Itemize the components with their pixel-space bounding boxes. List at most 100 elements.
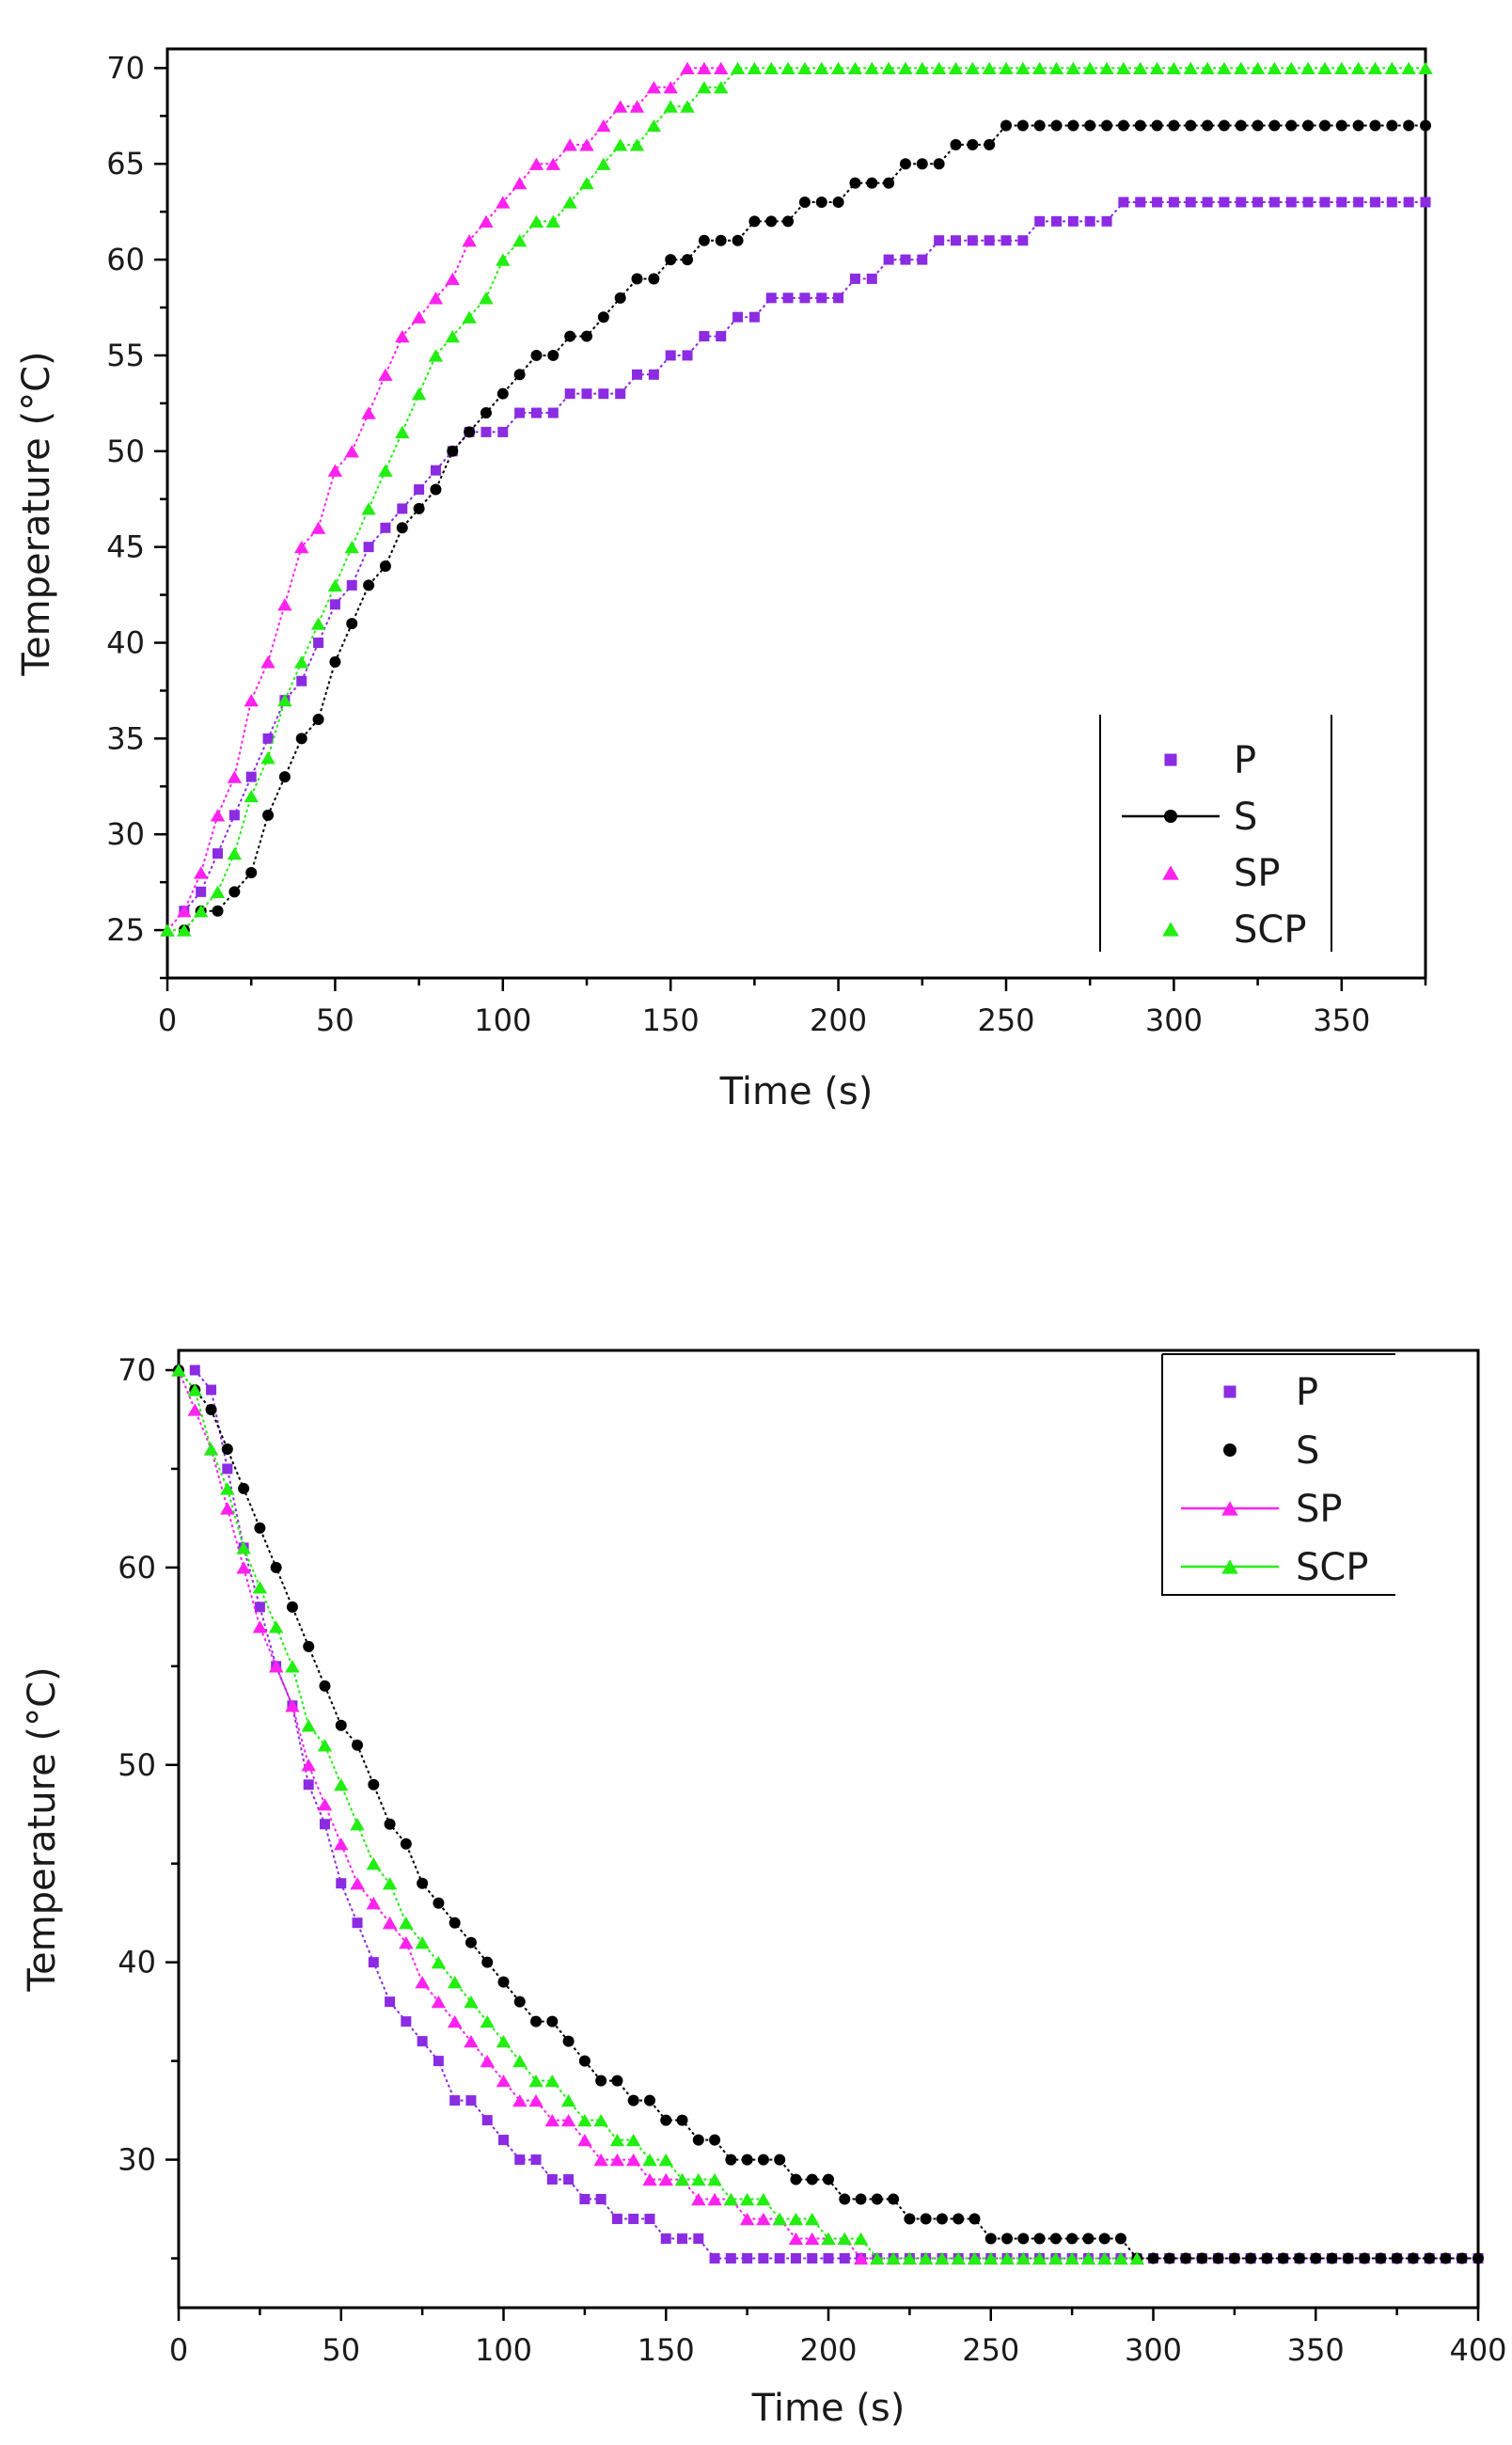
data-point-s <box>757 2153 769 2166</box>
data-point-s <box>984 2232 997 2245</box>
data-point-p <box>352 1917 363 1929</box>
data-point-scp <box>1217 61 1232 75</box>
data-point-sp <box>562 138 577 151</box>
x-tick-label: 350 <box>1287 2332 1345 2368</box>
series-line-scp <box>167 67 1425 932</box>
data-point-p <box>514 2154 526 2166</box>
data-point-scp <box>982 61 997 75</box>
data-point-p <box>417 2036 428 2047</box>
legend-marker-sp <box>1162 865 1179 880</box>
data-point-scp <box>1064 2251 1079 2265</box>
data-point-s <box>1268 119 1281 132</box>
data-point-p <box>296 675 307 686</box>
data-point-s <box>1375 2252 1387 2264</box>
data-point-sp <box>544 2113 560 2127</box>
data-point-p <box>790 2253 801 2264</box>
data-point-p <box>380 522 391 533</box>
data-point-s <box>1228 2252 1240 2264</box>
data-point-p <box>823 2253 834 2264</box>
data-point-sp <box>236 1561 251 1574</box>
y-tick-label: 40 <box>118 1945 156 1980</box>
data-point-scp <box>317 1739 333 1752</box>
data-point-sp <box>431 1995 447 2009</box>
data-point-s <box>597 311 609 323</box>
data-point-p <box>934 235 945 246</box>
data-point-s <box>866 177 878 189</box>
data-point-s <box>433 1897 445 1909</box>
data-point-p <box>581 388 592 400</box>
data-point-s <box>1235 119 1247 132</box>
data-point-scp <box>918 2251 934 2265</box>
data-point-scp <box>1401 61 1416 75</box>
data-point-p <box>530 2154 542 2166</box>
data-point-s <box>692 2134 704 2146</box>
data-point-p <box>368 1957 379 1968</box>
data-point-s <box>221 1443 233 1455</box>
data-point-scp <box>1016 61 1031 75</box>
data-point-scp <box>596 157 611 170</box>
data-point-s <box>732 234 744 246</box>
data-point-p <box>1319 197 1331 208</box>
data-point-s <box>1114 2232 1126 2245</box>
data-point-s <box>1017 2232 1030 2245</box>
data-point-s <box>1391 2252 1403 2264</box>
data-point-s <box>1403 119 1415 132</box>
data-point-scp <box>915 61 930 75</box>
data-point-p <box>595 2194 606 2205</box>
data-point-scp <box>723 2192 739 2206</box>
data-point-scp <box>1129 2251 1144 2265</box>
y-tick-label: 55 <box>106 338 145 373</box>
y-tick-label: 50 <box>106 434 145 469</box>
data-point-p <box>546 2174 558 2185</box>
data-point-p <box>1219 197 1230 208</box>
data-point-scp <box>378 464 393 477</box>
y-axis-label: Temperature (°C) <box>15 351 58 676</box>
data-point-p <box>725 2253 736 2264</box>
data-point-scp <box>579 176 594 190</box>
data-point-scp <box>1048 2251 1063 2265</box>
data-point-sp <box>187 1403 202 1416</box>
legend-label-p: P <box>1296 1371 1318 1414</box>
data-point-s <box>614 292 626 304</box>
data-point-sp <box>626 2153 641 2167</box>
data-point-s <box>904 2213 916 2225</box>
data-point-s <box>1212 2252 1224 2264</box>
data-point-scp <box>658 2153 673 2167</box>
data-point-s <box>936 2213 948 2225</box>
data-point-scp <box>821 2232 836 2246</box>
series-scp <box>160 61 1433 937</box>
data-point-s <box>547 349 559 361</box>
data-point-scp <box>1166 61 1182 75</box>
data-point-scp <box>1082 61 1097 75</box>
y-tick-label: 65 <box>106 146 145 181</box>
data-point-sp <box>464 2034 479 2048</box>
data-point-s <box>465 1936 477 1948</box>
data-point-p <box>1101 215 1112 227</box>
data-point-p <box>433 2056 444 2067</box>
data-point-scp <box>236 1541 251 1554</box>
data-point-sp <box>691 2192 706 2206</box>
data-point-p <box>189 1364 200 1376</box>
data-point-p <box>849 273 860 284</box>
data-point-sp <box>528 2093 543 2107</box>
data-point-p <box>648 369 659 380</box>
data-point-sp <box>512 2093 528 2107</box>
data-point-s <box>1016 119 1029 132</box>
data-point-s <box>581 330 592 342</box>
data-point-s <box>916 158 928 170</box>
data-point-s <box>823 2173 834 2185</box>
data-point-s <box>888 2193 900 2205</box>
data-point-scp <box>830 61 846 75</box>
data-point-scp <box>244 789 259 803</box>
data-point-scp <box>642 2153 657 2167</box>
data-point-scp <box>496 2034 512 2048</box>
data-point-p <box>579 2194 591 2205</box>
data-point-s <box>346 618 358 630</box>
data-point-p <box>563 2174 575 2185</box>
legend-label-s: S <box>1296 1429 1319 1473</box>
data-point-sp <box>210 809 226 822</box>
data-point-s <box>741 2153 753 2166</box>
data-point-scp <box>203 1443 219 1456</box>
data-point-p <box>1236 197 1247 208</box>
data-point-scp <box>277 693 292 707</box>
